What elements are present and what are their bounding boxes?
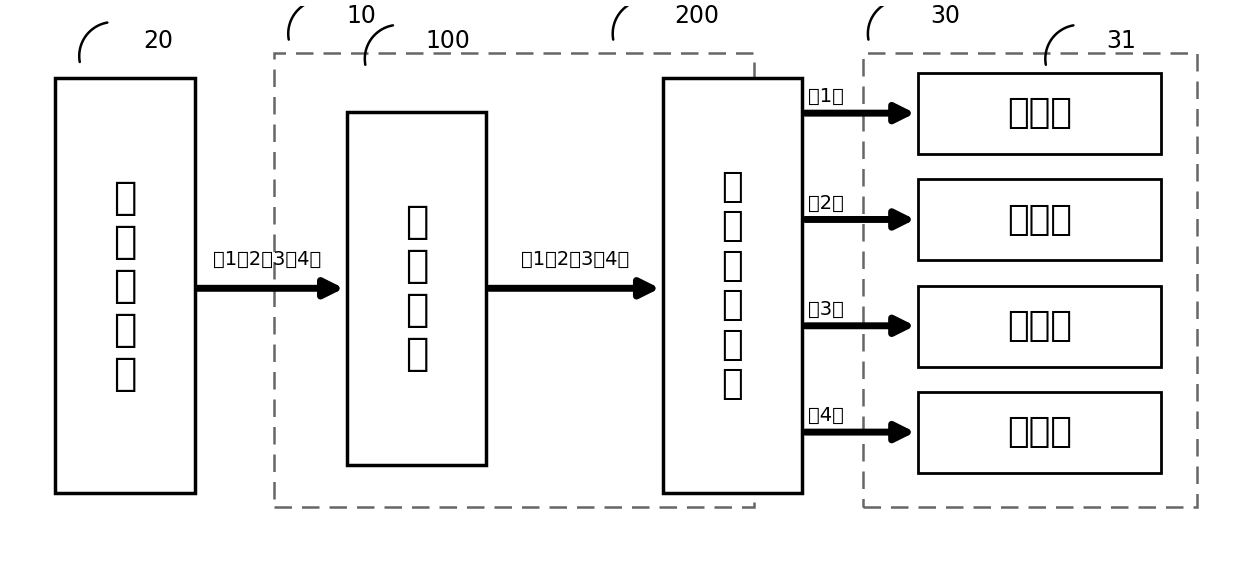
Text: 显示器: 显示器 (1007, 96, 1071, 130)
Text: 信
号
拆
分
设
备: 信 号 拆 分 设 备 (722, 170, 743, 401)
Bar (918, 179, 1161, 260)
Bar (918, 73, 1161, 154)
Text: （1）: （1） (808, 87, 844, 106)
Text: 显示器: 显示器 (1007, 415, 1071, 449)
Text: 100: 100 (425, 29, 470, 53)
Bar (55, 78, 195, 493)
Text: （1、2、3、4）: （1、2、3、4） (213, 250, 321, 269)
Bar (346, 112, 486, 465)
Bar (274, 53, 754, 506)
Text: 31: 31 (1106, 29, 1136, 53)
Text: 显示器: 显示器 (1007, 309, 1071, 343)
Bar (662, 78, 802, 493)
Text: （1、2、3、4）: （1、2、3、4） (521, 250, 629, 269)
Text: 20: 20 (144, 29, 174, 53)
Text: 10: 10 (346, 4, 377, 28)
Text: （4）: （4） (808, 407, 844, 425)
Bar (863, 53, 1197, 506)
Text: 200: 200 (675, 4, 719, 28)
Bar (918, 392, 1161, 473)
Text: （2）: （2） (808, 194, 844, 213)
Text: 显
控
设
备: 显 控 设 备 (404, 203, 428, 373)
Text: 信
号
源
设
备: 信 号 源 设 备 (113, 179, 136, 392)
Text: （3）: （3） (808, 300, 844, 319)
Text: 显示器: 显示器 (1007, 203, 1071, 237)
Bar (918, 286, 1161, 367)
Text: 30: 30 (930, 4, 960, 28)
